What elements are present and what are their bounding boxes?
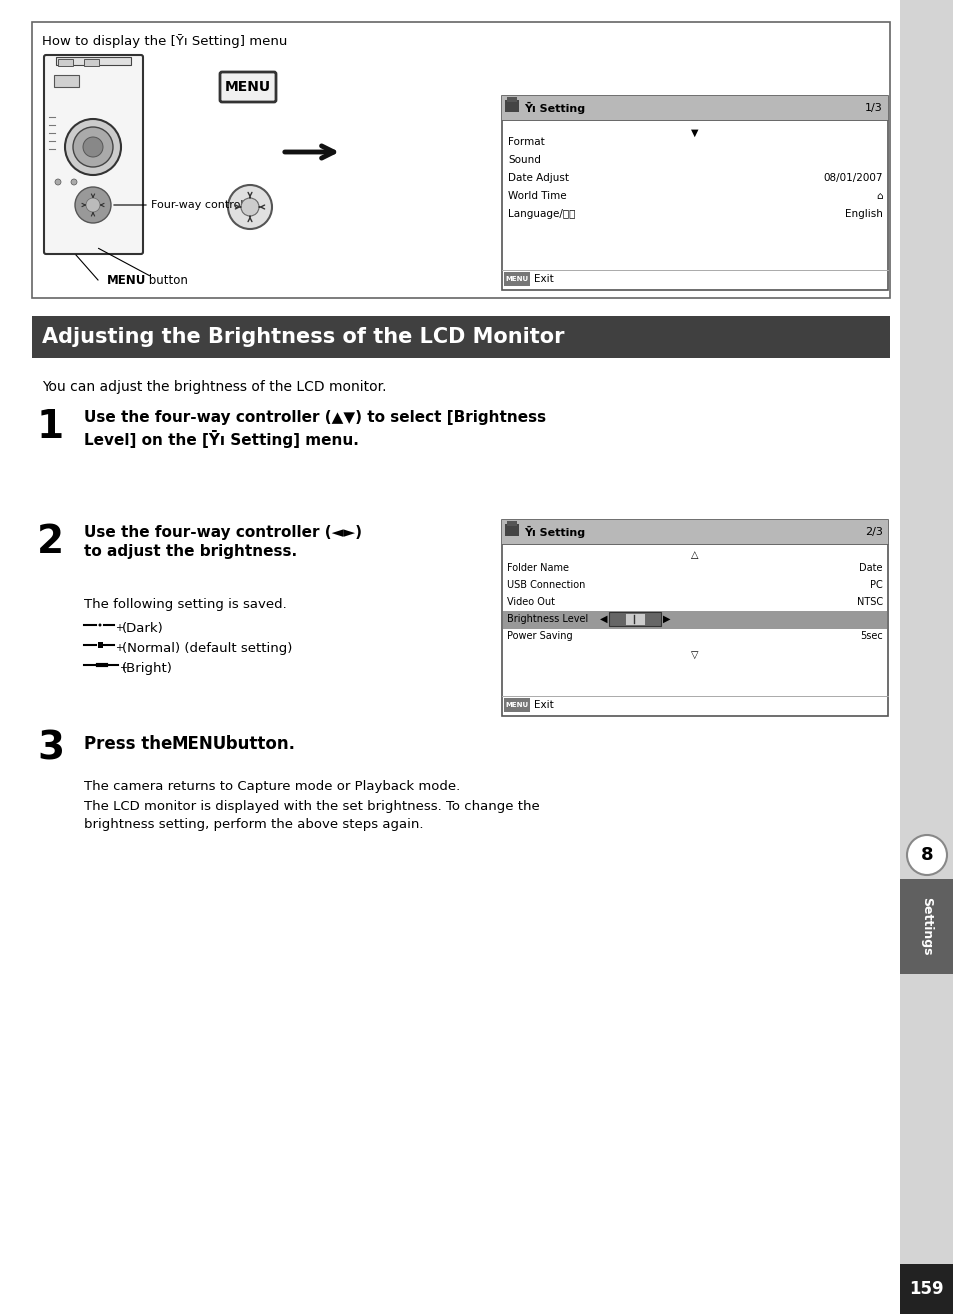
Text: 1: 1 (37, 409, 64, 445)
Text: +: + (119, 664, 127, 673)
Text: The following setting is saved.: The following setting is saved. (84, 598, 287, 611)
Text: How to display the [Ȳı Setting] menu: How to display the [Ȳı Setting] menu (42, 34, 287, 49)
Circle shape (65, 120, 121, 175)
Text: Power Saving: Power Saving (506, 631, 572, 641)
Text: The LCD monitor is displayed with the set brightness. To change the: The LCD monitor is displayed with the se… (84, 800, 539, 813)
Bar (501, 520, 887, 544)
Text: MENU: MENU (107, 275, 146, 286)
Text: Language/言語: Language/言語 (507, 209, 575, 219)
Text: Four-way controller: Four-way controller (151, 200, 258, 210)
Text: Settings: Settings (920, 897, 933, 955)
Text: button.: button. (220, 735, 294, 753)
Text: 8: 8 (920, 846, 932, 865)
Text: Exit: Exit (534, 275, 553, 284)
Bar (501, 520, 887, 716)
Text: MENU: MENU (225, 80, 271, 95)
Circle shape (86, 198, 100, 212)
Bar (32, 315, 889, 357)
Circle shape (98, 624, 101, 627)
Bar (54, 75, 79, 87)
Bar (608, 612, 660, 625)
Text: World Time: World Time (507, 191, 566, 201)
FancyBboxPatch shape (220, 72, 275, 102)
Text: 2: 2 (37, 523, 64, 561)
Text: 159: 159 (909, 1280, 943, 1298)
Circle shape (241, 198, 258, 215)
Text: Date Adjust: Date Adjust (507, 173, 568, 183)
Text: 3: 3 (37, 731, 64, 767)
Text: (Normal) (default setting): (Normal) (default setting) (122, 643, 292, 654)
Text: Adjusting the Brightness of the LCD Monitor: Adjusting the Brightness of the LCD Moni… (42, 327, 564, 347)
Text: Date: Date (859, 562, 882, 573)
Text: Press the: Press the (84, 735, 178, 753)
Bar (56, 57, 131, 64)
Text: Use the four-way controller (▲▼) to select [Brightness
Level] on the [Ȳı Setting: Use the four-way controller (▲▼) to sele… (84, 410, 545, 448)
Text: ▼: ▼ (691, 127, 698, 138)
Circle shape (228, 185, 272, 229)
Bar (84, 59, 99, 66)
Circle shape (75, 187, 111, 223)
Text: You can adjust the brightness of the LCD monitor.: You can adjust the brightness of the LCD… (42, 380, 386, 394)
Text: Video Out: Video Out (506, 597, 555, 607)
Circle shape (55, 179, 61, 185)
Text: 5sec: 5sec (860, 631, 882, 641)
Text: Use the four-way controller (◄►)
to adjust the brightness.: Use the four-way controller (◄►) to adju… (84, 526, 361, 560)
Bar (504, 524, 518, 536)
Text: 2/3: 2/3 (864, 527, 882, 537)
Text: (Dark): (Dark) (122, 622, 164, 635)
Text: +: + (115, 643, 123, 653)
Circle shape (906, 834, 946, 875)
Text: 1/3: 1/3 (864, 102, 882, 113)
Text: Sound: Sound (507, 155, 540, 166)
Bar (501, 96, 887, 290)
Bar (899, 1264, 953, 1314)
Text: MENU: MENU (505, 702, 528, 708)
Bar (503, 698, 530, 712)
Circle shape (73, 127, 112, 167)
Text: (Bright): (Bright) (122, 662, 172, 675)
Bar (501, 96, 887, 120)
Text: +: + (115, 623, 123, 633)
Text: MENU: MENU (505, 276, 528, 283)
Text: Exit: Exit (534, 700, 553, 710)
Text: button: button (145, 275, 188, 286)
Text: Brightness Level: Brightness Level (506, 614, 588, 624)
Bar (32, 22, 889, 298)
Bar (506, 520, 517, 526)
Bar (58, 59, 73, 66)
Text: △: △ (691, 551, 698, 560)
Circle shape (83, 137, 103, 156)
Text: ⌂: ⌂ (876, 191, 882, 201)
Bar (899, 879, 953, 974)
Text: ▽: ▽ (691, 650, 698, 660)
Bar (502, 611, 886, 629)
Bar (899, 0, 953, 1314)
Text: brightness setting, perform the above steps again.: brightness setting, perform the above st… (84, 819, 423, 830)
Bar (624, 614, 644, 625)
Text: MENU: MENU (172, 735, 227, 753)
Text: ◀: ◀ (598, 614, 606, 624)
Text: USB Connection: USB Connection (506, 579, 585, 590)
Circle shape (71, 179, 77, 185)
Text: Folder Name: Folder Name (506, 562, 568, 573)
Bar (503, 272, 530, 286)
Text: The camera returns to Capture mode or Playback mode.: The camera returns to Capture mode or Pl… (84, 781, 459, 794)
Bar (506, 97, 517, 102)
Bar (504, 100, 518, 112)
Bar (98, 643, 103, 648)
Text: ▶: ▶ (662, 614, 670, 624)
Text: Format: Format (507, 137, 544, 147)
Text: NTSC: NTSC (856, 597, 882, 607)
Text: English: English (844, 209, 882, 219)
FancyBboxPatch shape (44, 55, 143, 254)
Text: PC: PC (869, 579, 882, 590)
Text: Ȳı Setting: Ȳı Setting (523, 526, 584, 537)
Text: 08/01/2007: 08/01/2007 (822, 173, 882, 183)
Text: Ȳı Setting: Ȳı Setting (523, 102, 584, 114)
